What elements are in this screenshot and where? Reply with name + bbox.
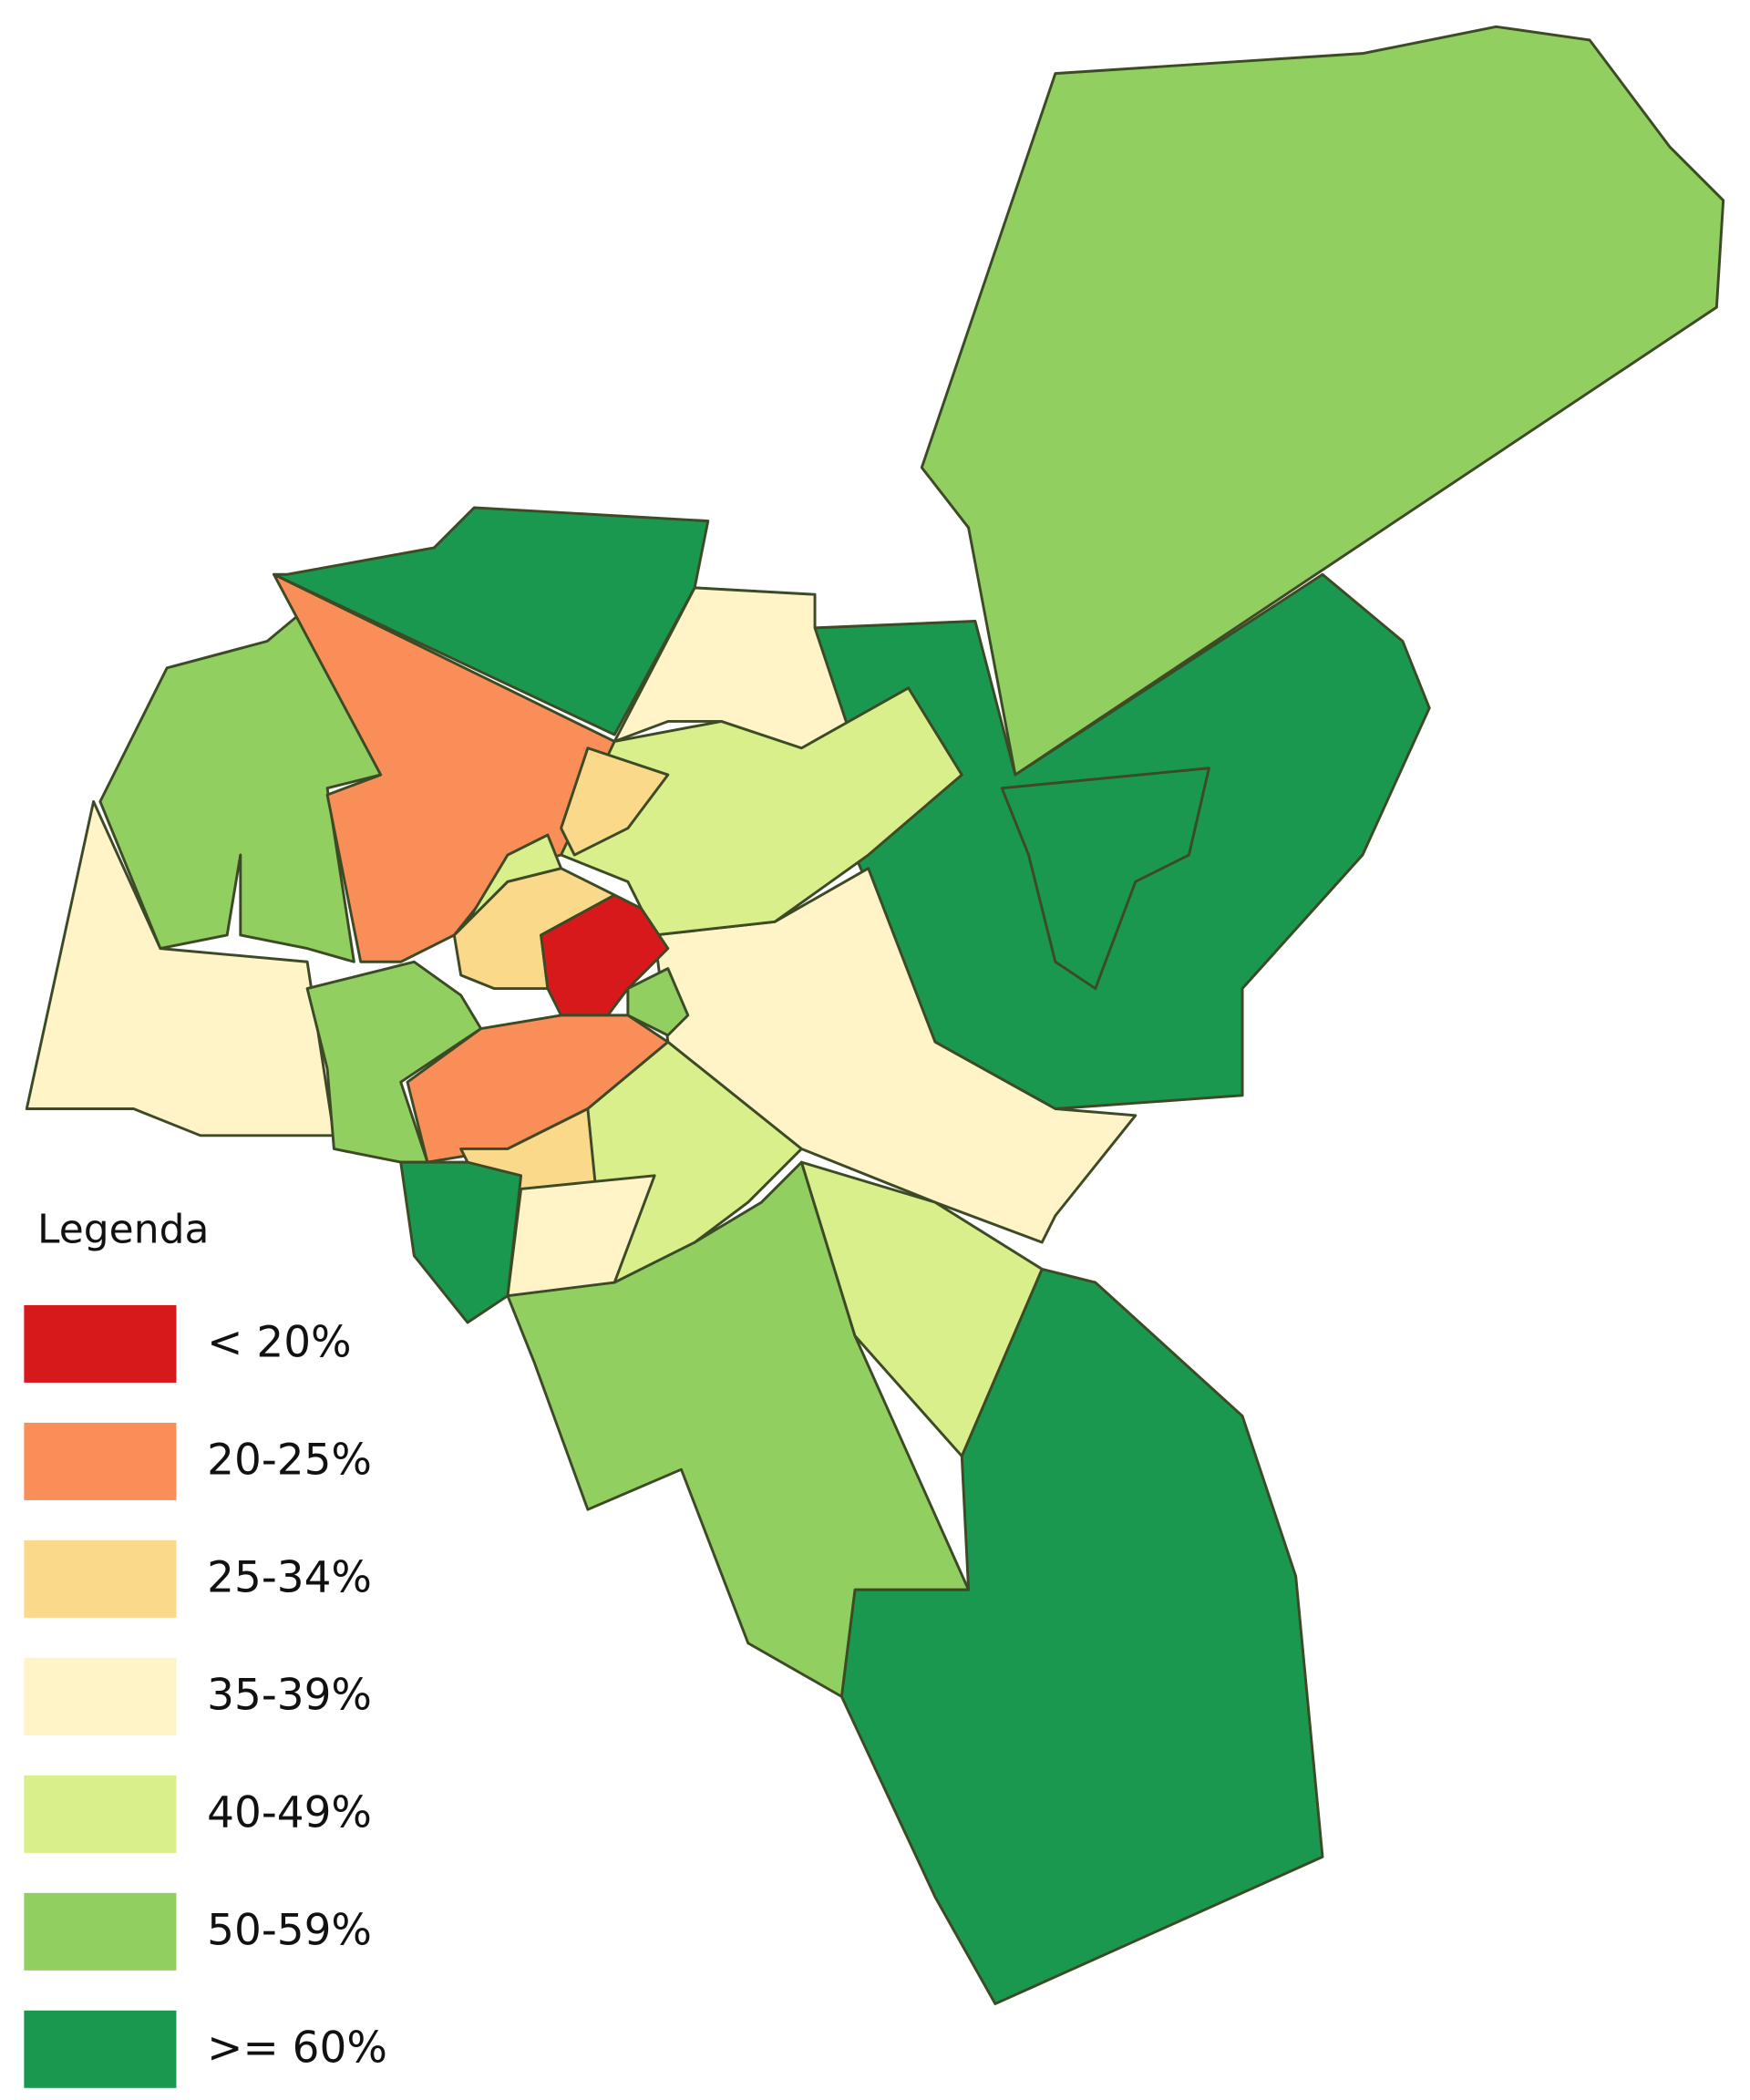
legend-label: 25-34%	[207, 1552, 372, 1602]
legend-swatch	[24, 1539, 177, 1618]
legend-swatch	[24, 1422, 177, 1500]
regions	[25, 25, 1725, 2005]
legend-label: 40-49%	[207, 1787, 372, 1838]
region	[560, 686, 963, 937]
region	[799, 1160, 1044, 1458]
legend-label: >= 60%	[207, 2023, 387, 2073]
legend-label: < 20%	[207, 1317, 351, 1367]
legend-label: 20-25%	[207, 1435, 372, 1485]
legend-swatch	[24, 1892, 177, 1971]
region	[399, 1160, 523, 1324]
legend-label: 50-59%	[207, 1905, 372, 1955]
legend-swatch	[24, 1775, 177, 1853]
region	[305, 960, 483, 1164]
legend: < 20% 20-25% 25-34% 35-39% 40-49% 50-59% >= 60…	[24, 1304, 387, 2088]
region	[452, 833, 563, 937]
region	[98, 606, 383, 963]
region	[920, 25, 1725, 777]
region	[1000, 767, 1210, 991]
legend-title: Legenda	[37, 1206, 209, 1252]
legend-swatch	[24, 2010, 177, 2088]
region	[506, 1160, 971, 1698]
region	[626, 967, 690, 1037]
region	[25, 799, 335, 1138]
legend-label: 35-39%	[207, 1670, 372, 1720]
legend-swatch	[24, 1657, 177, 1735]
region	[560, 746, 670, 857]
legend-swatch	[24, 1304, 177, 1383]
